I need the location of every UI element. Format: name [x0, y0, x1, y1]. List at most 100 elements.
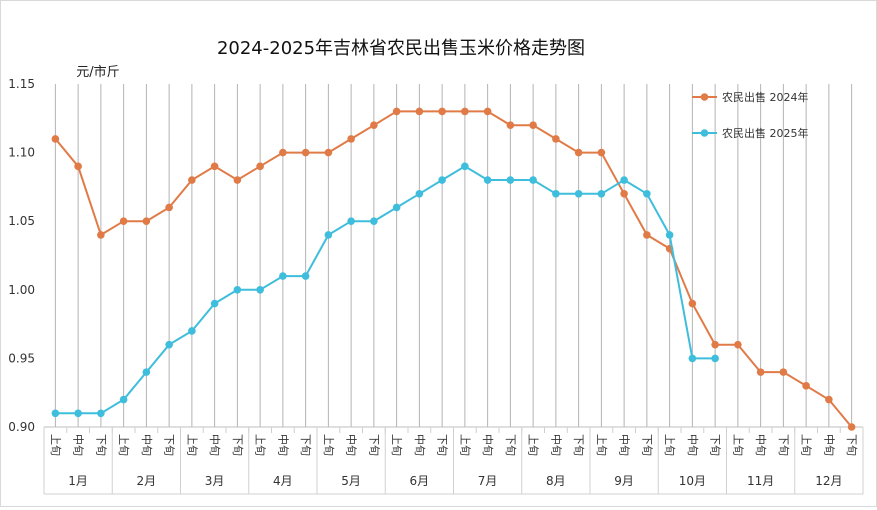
data-point: [643, 231, 651, 239]
data-point: [142, 368, 151, 376]
data-point: [301, 272, 310, 280]
y-axis-label: 元/市斤: [76, 64, 119, 80]
x-tick-label: 上旬: [49, 434, 62, 456]
y-tick-label: 1.00: [8, 283, 35, 297]
y-tick-label: 0.90: [8, 420, 35, 434]
x-tick-label: 下旬: [367, 434, 380, 456]
x-tick-label: 上旬: [800, 434, 813, 456]
data-point: [256, 286, 264, 294]
data-point: [97, 231, 105, 239]
month-label: 2月: [137, 474, 157, 488]
data-point: [165, 340, 173, 349]
chart-title: 2024-2025年吉林省农民出售玉米价格走势图: [217, 38, 585, 59]
data-point: [392, 107, 401, 116]
series-line: [55, 165, 716, 415]
x-tick-label: 中旬: [549, 434, 562, 456]
data-point: [370, 121, 378, 129]
data-point: [188, 327, 196, 335]
x-tick-label: 中旬: [208, 434, 221, 456]
data-point: [347, 217, 355, 225]
grid: [54, 84, 853, 427]
y-tick-label: 1.15: [8, 77, 35, 91]
data-point: [210, 162, 219, 171]
data-point: [415, 107, 424, 116]
data-point: [779, 368, 788, 376]
x-tick-label: 中旬: [140, 434, 153, 456]
data-point: [597, 189, 606, 198]
data-point: [119, 395, 128, 404]
series-line: [54, 110, 853, 428]
data-point: [597, 148, 606, 157]
data-point: [529, 121, 537, 129]
month-label: 11月: [747, 474, 774, 488]
x-tick-label: 中旬: [754, 434, 767, 456]
x-tick-label: 下旬: [777, 434, 790, 456]
data-point: [279, 148, 287, 157]
x-tick-label: 下旬: [640, 434, 653, 456]
data-point: [142, 217, 151, 225]
data-point: [552, 189, 560, 198]
x-tick-label: 中旬: [481, 434, 494, 456]
x-tick-label: 上旬: [390, 434, 403, 456]
data-point: [802, 382, 810, 390]
x-tick-label: 中旬: [72, 434, 85, 456]
data-point: [370, 217, 378, 225]
data-point: [688, 299, 697, 308]
month-label: 4月: [273, 474, 293, 488]
data-point: [97, 409, 105, 418]
legend-label: 农民出售 2024年: [722, 90, 809, 104]
x-axis: 上旬 中旬 下旬 上旬 中旬 下旬 上旬 中旬 下旬 上旬 中旬 下旬 上旬 中旬 下旬 上旬 中旬 下旬 上旬 中旬…: [43, 426, 864, 495]
data-point: [279, 272, 287, 280]
x-tick-label: 中旬: [822, 434, 835, 456]
data-point: [574, 189, 583, 198]
data-point: [165, 203, 173, 212]
data-point: [734, 340, 742, 349]
x-tick-label: 上旬: [595, 434, 608, 456]
data-point: [483, 176, 492, 184]
month-label: 9月: [614, 474, 634, 488]
data-point: [711, 354, 719, 363]
data-point: [506, 121, 515, 129]
x-tick-label: 上旬: [117, 434, 130, 456]
month-label: 10月: [679, 474, 706, 488]
data-point: [461, 107, 469, 116]
data-point: [552, 135, 560, 143]
data-point: [256, 162, 264, 171]
data-point: [620, 176, 628, 184]
x-tick-label: 下旬: [94, 434, 107, 456]
x-tick-label: 上旬: [731, 434, 744, 456]
x-tick-label: 下旬: [163, 434, 176, 456]
data-point: [210, 299, 219, 308]
month-label: 7月: [478, 474, 498, 488]
data-point: [620, 189, 628, 198]
data-point: [74, 409, 82, 418]
x-tick-label: 下旬: [436, 434, 449, 456]
x-tick-label: 中旬: [618, 434, 631, 456]
month-label: 3月: [205, 474, 225, 488]
data-point: [438, 176, 446, 184]
data-point: [324, 148, 333, 157]
y-tick-label: 1.10: [8, 146, 35, 160]
data-point: [643, 189, 651, 198]
x-tick-label: 中旬: [686, 434, 699, 456]
data-point: [74, 162, 82, 171]
legend-label: 农民出售 2025年: [722, 126, 809, 140]
x-tick-label: 上旬: [322, 434, 335, 456]
data-point: [324, 231, 333, 239]
x-tick-label: 上旬: [527, 434, 540, 456]
data-point: [51, 409, 60, 418]
x-tick-label: 下旬: [231, 434, 244, 456]
data-point: [188, 176, 196, 184]
data-point: [301, 148, 310, 157]
legend-marker: [700, 93, 709, 101]
data-point: [233, 286, 242, 294]
data-point: [847, 423, 856, 431]
data-point: [665, 231, 674, 239]
data-point: [119, 217, 128, 225]
x-tick-label: 中旬: [276, 434, 289, 456]
data-point: [688, 354, 697, 363]
data-point: [233, 176, 242, 184]
